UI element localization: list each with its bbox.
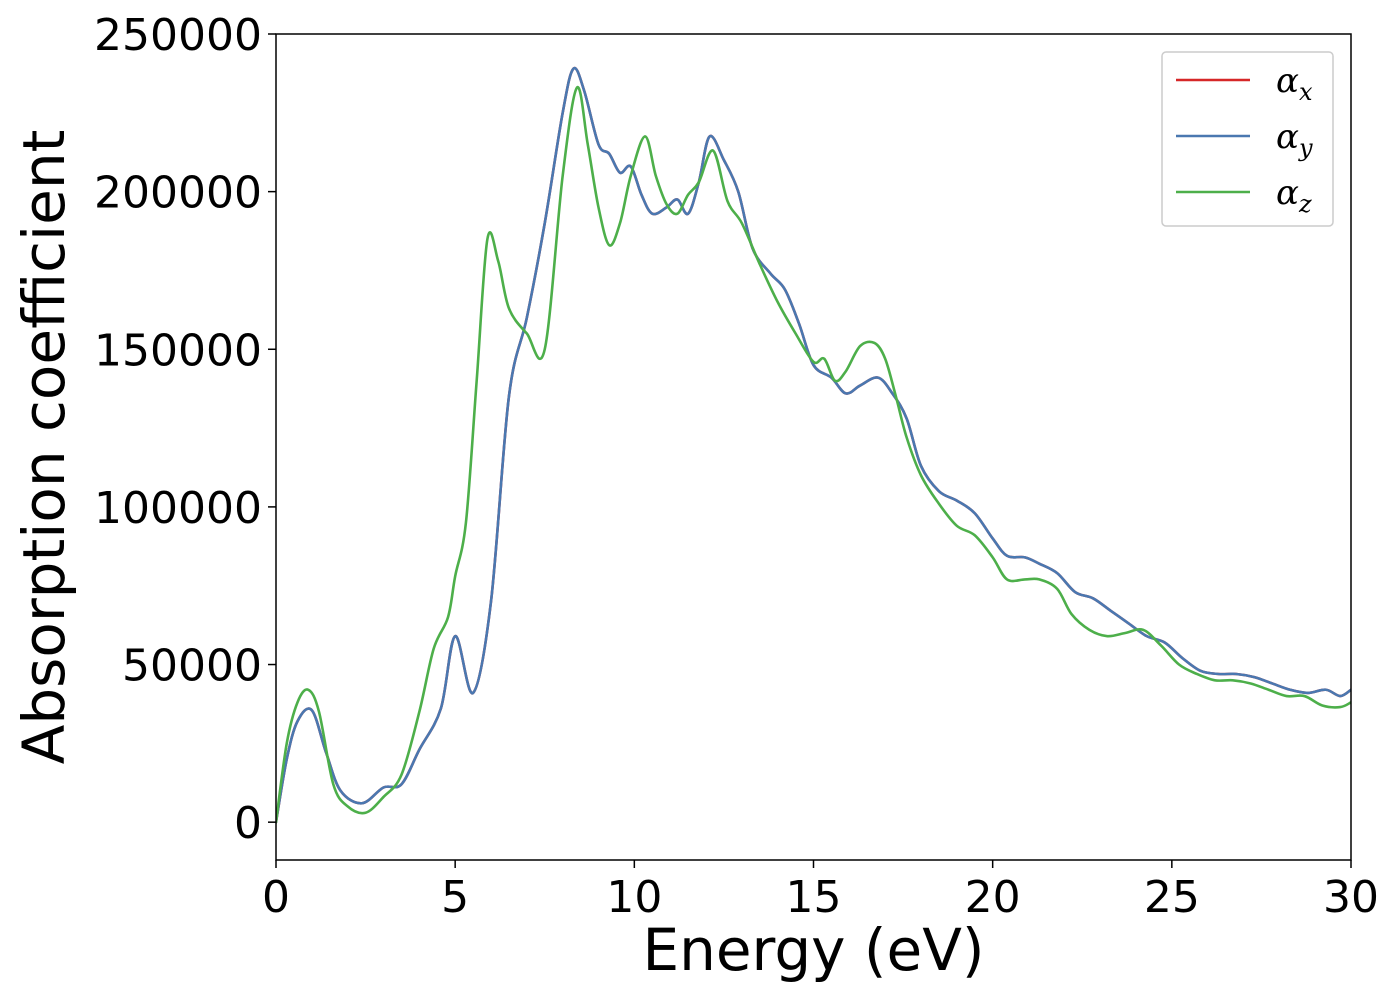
legend-subscript: z — [1298, 190, 1312, 218]
x-axis-label: Energy (eV) — [642, 916, 984, 984]
y-axis-label: Absorption coefficient — [10, 130, 78, 765]
x-tick-label: 10 — [606, 872, 662, 923]
legend-symbol: α — [1276, 173, 1299, 213]
x-tick-label: 25 — [1144, 872, 1200, 923]
series-line-z — [276, 86, 1351, 824]
y-tick-label: 100000 — [94, 483, 262, 534]
series-line-y — [276, 66, 1351, 824]
x-tick-label: 0 — [262, 872, 290, 923]
legend-box — [1161, 51, 1334, 227]
series-layer — [276, 66, 1351, 824]
y-axis-ticks: 0 50000 100000 150000 200000 250000 — [94, 10, 276, 849]
legend-entry-z: αz — [1276, 173, 1312, 218]
y-tick-label: 0 — [234, 798, 262, 849]
legend-subscript: y — [1298, 134, 1313, 162]
legend-symbol: α — [1276, 61, 1299, 101]
x-tick-label: 5 — [441, 872, 469, 923]
legend-symbol: α — [1276, 117, 1299, 157]
legend-subscript: x — [1299, 78, 1313, 106]
y-tick-label: 150000 — [94, 325, 262, 376]
legend-entry-y: αy — [1276, 117, 1313, 162]
x-tick-label: 15 — [786, 872, 842, 923]
y-tick-label: 50000 — [122, 641, 262, 692]
legend-entry-x: αx — [1276, 61, 1313, 106]
y-tick-label: 200000 — [94, 168, 262, 219]
x-tick-label: 20 — [965, 872, 1021, 923]
y-tick-label: 250000 — [94, 10, 262, 61]
x-tick-label: 30 — [1323, 872, 1379, 923]
x-axis-ticks: 0 5 10 15 20 25 30 — [262, 860, 1379, 923]
